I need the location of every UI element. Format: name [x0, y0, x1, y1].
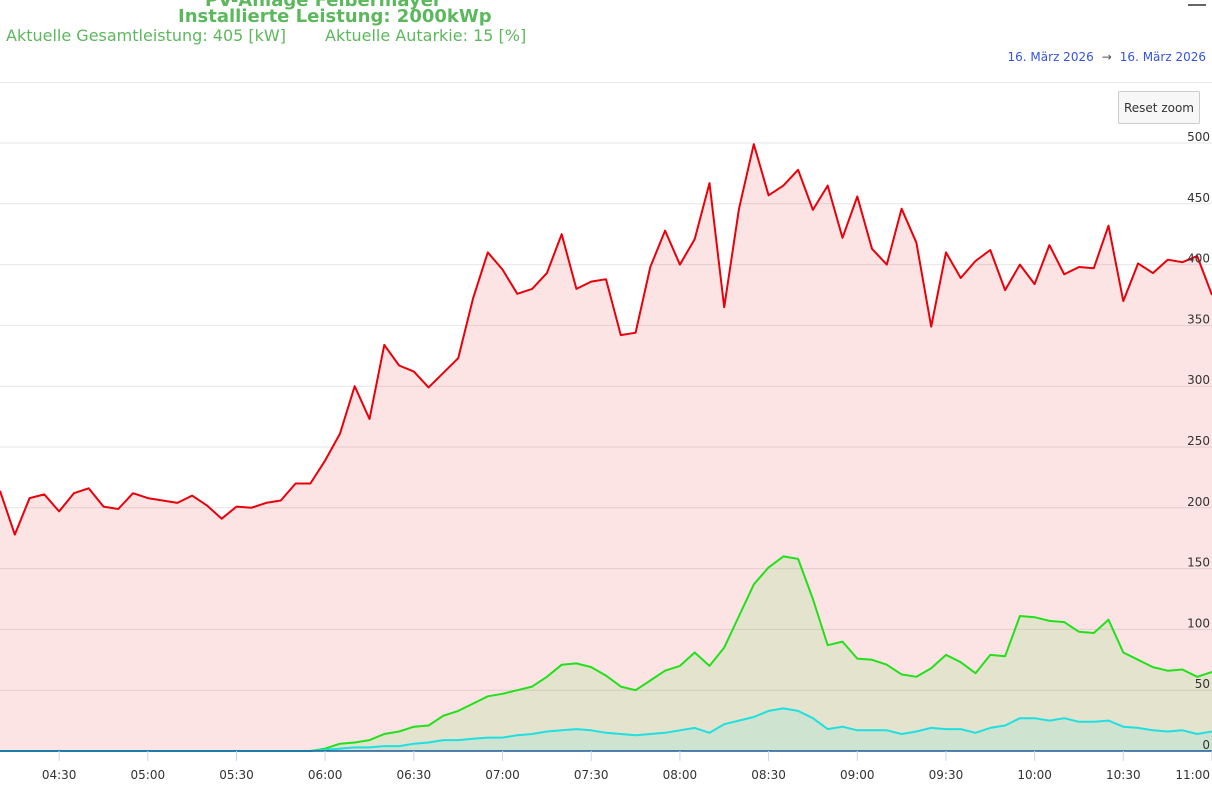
current-total-power: Aktuelle Gesamtleistung: 405 [kW]: [6, 26, 286, 45]
x-tick-label: 04:30: [42, 768, 77, 782]
series-line-0[interactable]: [0, 143, 1212, 536]
y-tick-label: 100: [1187, 616, 1210, 630]
x-tick-label: 06:30: [397, 768, 432, 782]
chart-title-area: PV-Anlage Felbermayer Installierte Leist…: [0, 0, 680, 48]
header-divider: [0, 82, 1212, 83]
y-tick-label: 250: [1187, 434, 1210, 448]
series-area-0: [0, 144, 1212, 751]
y-axis-labels: 0 50 100 150 200 250 300 350 400 450 500: [1187, 130, 1210, 752]
y-tick-label: 400: [1187, 252, 1210, 266]
series-area-1: [0, 556, 1212, 751]
y-tick-label: 150: [1187, 556, 1210, 570]
arrow-right-icon: →: [1101, 50, 1112, 64]
x-tick-label: 10:00: [1017, 768, 1052, 782]
x-tick-label: 06:00: [308, 768, 343, 782]
x-tick-label: 11:00: [1175, 768, 1210, 782]
y-tick-label: 0: [1202, 738, 1210, 752]
series-areas: [0, 144, 1212, 751]
y-tick-label: 300: [1187, 373, 1210, 387]
y-tick-label: 500: [1187, 130, 1210, 144]
chart-title-cutoff: PV-Anlage Felbermayer: [205, 0, 442, 11]
date-to[interactable]: 16. März 2026: [1119, 50, 1206, 64]
y-tick-label: 50: [1195, 677, 1210, 691]
date-range: 16. März 2026 → 16. März 2026: [1008, 50, 1206, 64]
hamburger-menu-icon[interactable]: [1188, 0, 1206, 6]
y-tick-label: 200: [1187, 495, 1210, 509]
series-area-2: [0, 708, 1212, 751]
x-tick-label: 09:00: [840, 768, 875, 782]
grid-lines: [0, 142, 1212, 691]
y-tick-label: 450: [1187, 191, 1210, 205]
chart-title: Installierte Leistung: 2000kWp: [178, 6, 492, 27]
x-tick-label: 07:30: [574, 768, 609, 782]
x-tick-label: 07:00: [485, 768, 520, 782]
date-from[interactable]: 16. März 2026: [1007, 50, 1094, 64]
y-tick-label: 350: [1187, 312, 1210, 326]
x-tick-label: 08:00: [663, 768, 698, 782]
x-axis-labels: 04:30 05:00 05:30 06:00 06:30 07:00 07:30 08:00…: [42, 751, 1212, 782]
x-tick-label: 10:30: [1106, 768, 1141, 782]
current-autarky: Aktuelle Autarkie: 15 [%]: [325, 26, 527, 45]
x-tick-label: 09:30: [929, 768, 964, 782]
reset-zoom-button[interactable]: Reset zoom: [1118, 91, 1200, 124]
x-tick-label: 08:30: [751, 768, 786, 782]
x-tick-label: 05:30: [219, 768, 254, 782]
x-tick-label: 05:00: [131, 768, 166, 782]
